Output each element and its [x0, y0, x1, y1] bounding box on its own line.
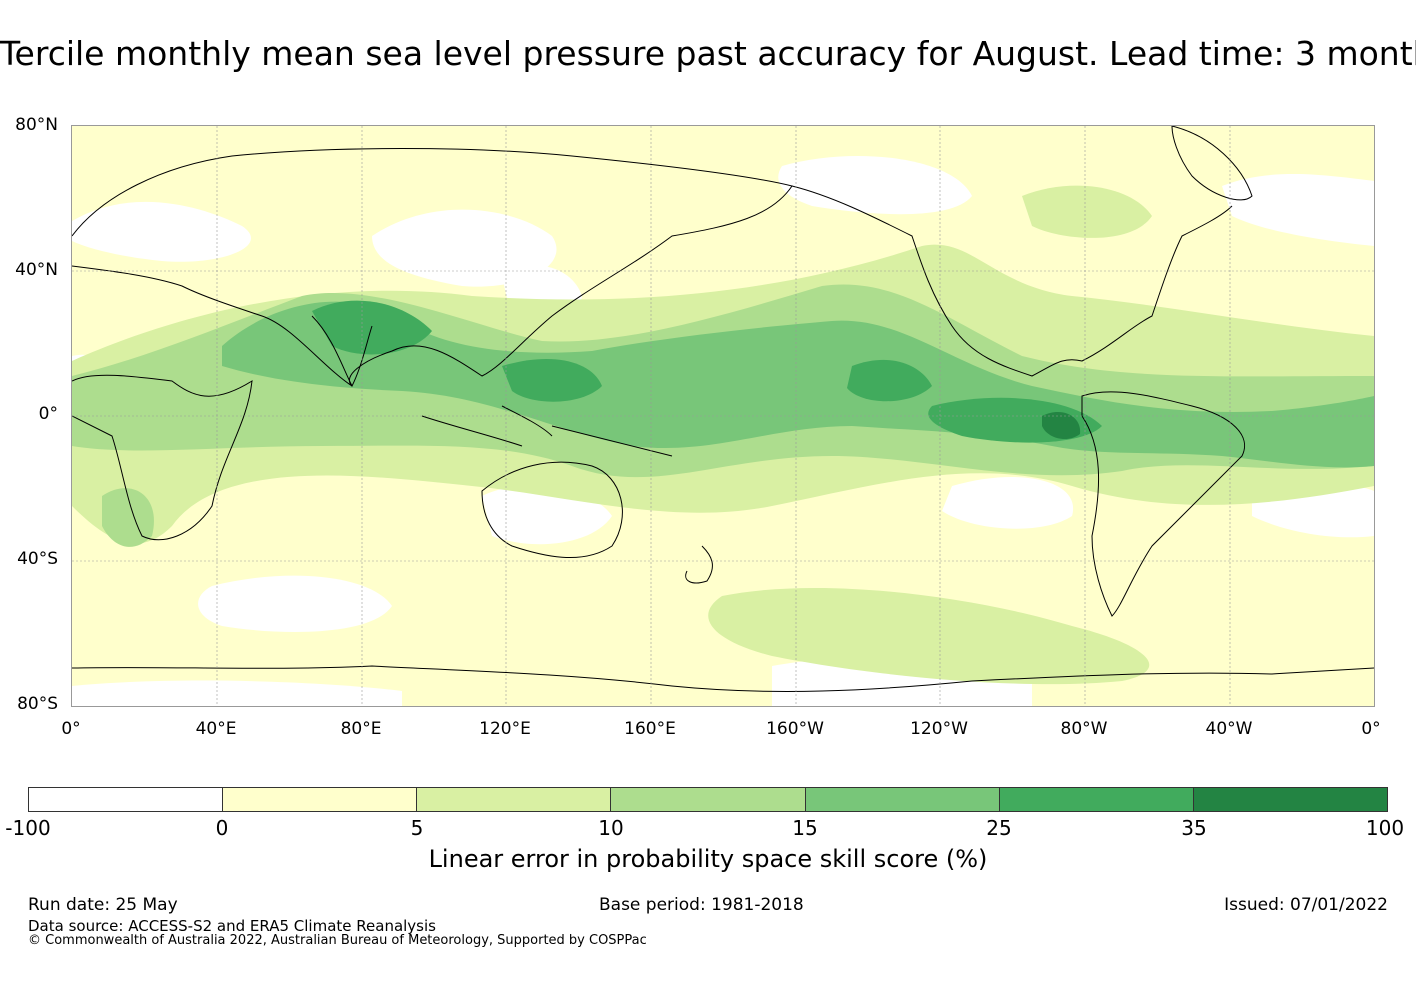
lat-label-80n: 80°N: [15, 115, 58, 135]
page-title: Tercile monthly mean sea level pressure …: [0, 34, 1416, 73]
lat-label-40s: 40°S: [17, 549, 58, 569]
colorbar-tick-label: 10: [598, 816, 624, 840]
colorbar-tick-label: -100: [5, 816, 51, 840]
lat-label-0: 0°: [38, 404, 58, 424]
issued-date: Issued: 07/01/2022: [1224, 895, 1388, 915]
lon-label-0-west: 0°: [61, 719, 81, 739]
colorbar-tick-label: 100: [1365, 816, 1405, 840]
colorbar-segment: [611, 788, 806, 811]
colorbar-segment: [1193, 788, 1387, 811]
colorbar-segment: [805, 788, 1000, 811]
colorbar-tick-label: 0: [215, 816, 229, 840]
lon-label-80w: 80°W: [1060, 719, 1108, 739]
copyright: © Commonwealth of Australia 2022, Austra…: [28, 933, 647, 948]
lon-label-0-east: 0°: [1361, 719, 1381, 739]
data-source: Data source: ACCESS-S2 and ERA5 Climate …: [28, 917, 436, 935]
colorbar-segment: [999, 788, 1194, 811]
colorbar: [28, 787, 1388, 812]
map-gridlines: [72, 126, 1374, 706]
colorbar-tick-label: 25: [986, 816, 1012, 840]
lat-label-40n: 40°N: [15, 260, 58, 280]
colorbar-segment: [223, 788, 418, 811]
lon-label-160e: 160°E: [624, 719, 676, 739]
skill-35-100-areas: [1042, 412, 1081, 440]
run-date: Run date: 25 May: [28, 895, 178, 915]
colorbar-tick-label: 5: [410, 816, 424, 840]
map-canvas: [72, 126, 1374, 706]
colorbar-title: Linear error in probability space skill …: [428, 845, 988, 873]
base-period: Base period: 1981-2018: [599, 895, 804, 915]
colorbar-tick-label: 35: [1181, 816, 1207, 840]
colorbar-segment: [29, 788, 224, 811]
lat-label-80s: 80°S: [17, 694, 58, 714]
colorbar-segment: [417, 788, 612, 811]
lon-label-120e: 120°E: [479, 719, 531, 739]
lon-label-40e: 40°E: [195, 719, 237, 739]
lon-label-80e: 80°E: [340, 719, 382, 739]
colorbar-tick-label: 15: [792, 816, 818, 840]
coastlines: [72, 126, 1374, 692]
lon-label-40w: 40°W: [1205, 719, 1253, 739]
lon-label-160w: 160°W: [766, 719, 824, 739]
skill-score-map: [71, 125, 1375, 707]
lon-label-120w: 120°W: [910, 719, 968, 739]
